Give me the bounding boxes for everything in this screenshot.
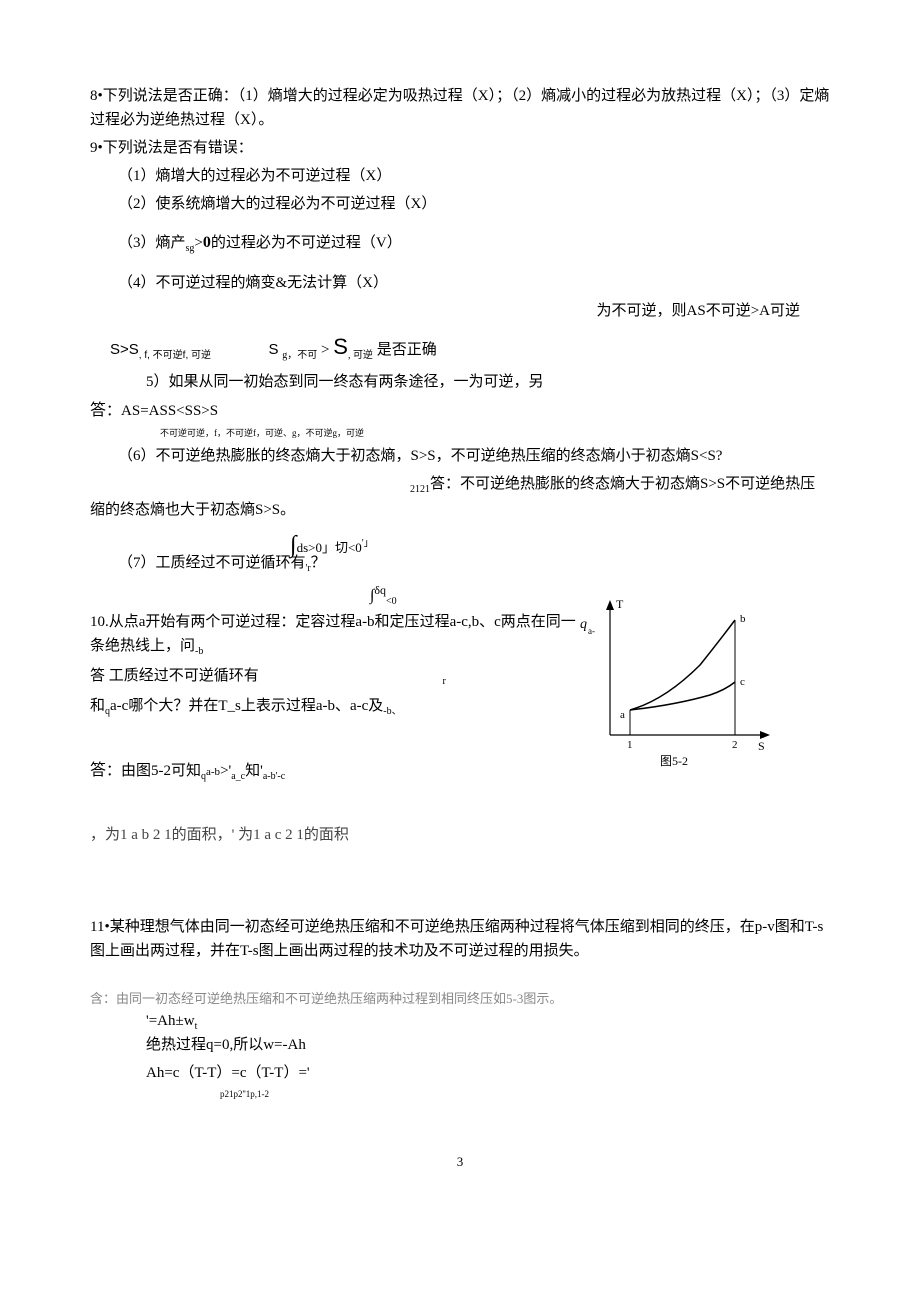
f-p4: S [333, 329, 348, 364]
f-p4s: , 可逆 [348, 350, 373, 361]
q9-formula: S>S, f, 不可逆f, 可逆 S g，不可 > S , 可逆 是否正确 [90, 329, 830, 364]
q11-line-c: Ah=c（T-T）=c（T-T）=' [90, 1061, 830, 1085]
q9-answer5: 答：AS=ASS<SS>S [90, 398, 830, 424]
f-p4t: S [333, 334, 348, 359]
q11-lb: 绝热过程q=0,所以w=-Ah [146, 1037, 306, 1053]
q9-header-text: 9•下列说法是否有错误： [90, 140, 253, 156]
f-p1s: , f, 不可逆f, 可逆 [139, 350, 211, 361]
q9-i6: （6）不可逆绝热膨胀的终态熵大于初态熵，S>S，不可逆绝热压缩的终态熵小于初态熵… [118, 448, 722, 464]
diagram-caption: 图5-2 [660, 754, 688, 768]
q9-note-right-text: 为不可逆，则AS不可逆>A可逆 [597, 303, 800, 319]
q9-item1: （1）熵增大的过程必为不可逆过程（X） [90, 164, 830, 188]
q10-ae: 知' [245, 763, 263, 779]
q9-answer5-sub: 不可逆可逆，f，不可逆f，可逆、g，不可逆g，可逆 [90, 426, 830, 440]
q10-ad: >' [220, 763, 231, 779]
pt-a: a [620, 709, 625, 721]
q9-i3a: （3）熵产 [118, 235, 186, 251]
q10-l1s: -b [195, 646, 203, 657]
q11-hint: 含：由同一初态经可逆绝热压缩和不可逆绝热压缩两种过程到相同终压如5-3图示。 [90, 989, 830, 1010]
q9-f2c: <0 [386, 596, 397, 607]
q9-a5b: ：AS=ASS<SS>S [106, 403, 218, 419]
q10-l3c: 哪个大？并在T_s上表示过程a-b、a-c及 [128, 698, 383, 714]
q9-i3c: > [194, 235, 202, 251]
f-p5: 是否正确 [377, 342, 437, 358]
q9-i3e: 的过程必为不可逆过程（V） [211, 235, 402, 251]
q9-i7c: ？ [311, 555, 326, 571]
q10-ab: ：由图5-2可知 [106, 763, 201, 779]
q10-ac: a-b [206, 766, 220, 778]
q11-lcs: p21p2''1p,1-2 [220, 1089, 269, 1099]
q-sub: a- [588, 626, 595, 636]
f-p1: S>S, f, 不可逆f, 可逆 [110, 338, 211, 364]
q8: 8•下列说法是否正确：（1）熵增大的过程必定为吸热过程（X）；（2）熵减小的过程… [90, 84, 830, 132]
f-p2s: g，不可 [282, 350, 317, 361]
f-p1t: S>S [110, 341, 139, 358]
tick-2: 2 [732, 739, 738, 751]
q9-item3: （3）熵产sg>0的过程必为不可逆过程（V） [90, 230, 830, 257]
q9-item2-text: （2）使系统熵增大的过程必为不可逆过程（X） [118, 196, 436, 212]
q10-line3: 和qa-c哪个大？并在T_s上表示过程a-b、a-c及-b、 [90, 694, 590, 720]
q10-l2s: r [263, 676, 446, 687]
q10-l3a: 和 [90, 698, 105, 714]
q9-item1-text: （1）熵增大的过程必为不可逆过程（X） [118, 168, 391, 184]
q11-la: '=Ah±w [146, 1013, 195, 1029]
q9-item4-text: （4）不可逆过程的熵变&无法计算（X） [118, 275, 388, 291]
q11-text: 11•某种理想气体由同一初态经可逆绝热压缩和不可逆绝热压缩两种过程将气体压缩到相… [90, 919, 823, 959]
q10-line2: 答 工质经过不可逆循环有 r [90, 664, 590, 690]
ts-diagram: T S q a- a b c 1 2 图5-2 [570, 590, 780, 770]
q11: 11•某种理想气体由同一初态经可逆绝热压缩和不可逆绝热压缩两种过程将气体压缩到相… [90, 915, 830, 963]
q11-lc: Ah=c（T-T）=c（T-T）=' [146, 1065, 310, 1081]
q10-l1: 10.从点a开始有两个可逆过程：定容过程a-b和定压过程a-c,b、c两点在同一… [90, 614, 576, 654]
q10-block: 10.从点a开始有两个可逆过程：定容过程a-b和定压过程a-c,b、c两点在同一… [90, 610, 830, 841]
q10-line1: 10.从点a开始有两个可逆过程：定容过程a-b和定压过程a-c,b、c两点在同一… [90, 610, 590, 660]
q9-item4: （4）不可逆过程的熵变&无法计算（X） [90, 271, 830, 295]
q9-item5-text: 5）如果从同一初始态到同一终态有两条途径，一为可逆，另 [146, 374, 544, 390]
q9-note-right: 为不可逆，则AS不可逆>A可逆 [90, 299, 830, 323]
q10-answer: 答：由图5-2可知qa-b>'a_c知'a-b'-c [90, 758, 590, 785]
q9-item6: （6）不可逆绝热膨胀的终态熵大于初态熵，S>S，不可逆绝热压缩的终态熵小于初态熵… [90, 444, 830, 468]
pt-b: b [740, 613, 746, 625]
tick-1: 1 [627, 739, 633, 751]
q8-text: 8•下列说法是否正确：（1）熵增大的过程必定为吸热过程（X）；（2）熵减小的过程… [90, 88, 829, 128]
q9-header: 9•下列说法是否有错误： [90, 136, 830, 160]
q10-l3b: a-c [110, 698, 128, 714]
q9-i3d: 0 [203, 234, 211, 251]
q9-i6ab: 答：不可逆绝热膨胀的终态熵大于初态熵S>S不可逆绝热压缩的终态熵也大于初态熵S>… [90, 476, 815, 518]
f-p2: S g，不可 [269, 338, 318, 364]
q9-i6aa: 2121 [90, 484, 430, 495]
q11-line-c-sub: p21p2''1p,1-2 [90, 1087, 830, 1101]
q10-aa: 答 [90, 762, 106, 779]
page-num-text: 3 [457, 1154, 464, 1169]
y-axis-label: T [616, 597, 624, 611]
q9-item7: （7）工质经过不可逆循环有'r？ [90, 551, 830, 577]
q11-hint-text: 含：由同一初态经可逆绝热压缩和不可逆绝热压缩两种过程到相同终压如5-3图示。 [90, 991, 562, 1006]
q10-as2: a_c [231, 771, 245, 782]
x-axis-label: S [758, 739, 765, 753]
q10-clip: ，为1 a b 2 1的面积，' 为1 a c 2 1的面积 [90, 827, 349, 841]
q11-line-a: '=Ah±wt [90, 1009, 830, 1035]
q9-item2: （2）使系统熵增大的过程必为不可逆过程（X） [90, 192, 830, 216]
q9-a5-sub: 不可逆可逆，f，不可逆f，可逆、g，不可逆g，可逆 [160, 428, 364, 438]
q11-las: t [195, 1021, 198, 1032]
q9-i7a: （7）工质经过不可逆循环有 [118, 555, 306, 571]
q-label: q [580, 617, 587, 632]
q9-a5a: 答 [90, 402, 106, 419]
q10-l2: 答 工质经过不可逆循环有 [90, 668, 259, 684]
q9-f2b: δq [374, 583, 386, 597]
q10-as3: a-b'-c [263, 771, 285, 782]
q10-l3s2: -b、 [383, 706, 401, 717]
q11-line-b: 绝热过程q=0,所以w=-Ah [90, 1033, 830, 1057]
pt-c: c [740, 676, 745, 688]
q9-item6-ans: 2121答：不可逆绝热膨胀的终态熵大于初态熵S>S不可逆绝热压缩的终态熵也大于初… [90, 472, 830, 522]
page-number: 3 [90, 1152, 830, 1173]
q10-clipped: ，为1 a b 2 1的面积，' 为1 a c 2 1的面积 [90, 823, 590, 841]
q9-item5: 5）如果从同一初始态到同一终态有两条途径，一为可逆，另 [90, 370, 830, 394]
f-p3t: > [321, 342, 329, 358]
f-p2t: S [269, 341, 279, 358]
f-p3: > [321, 338, 329, 362]
q9-f7b: '」 [362, 538, 374, 549]
